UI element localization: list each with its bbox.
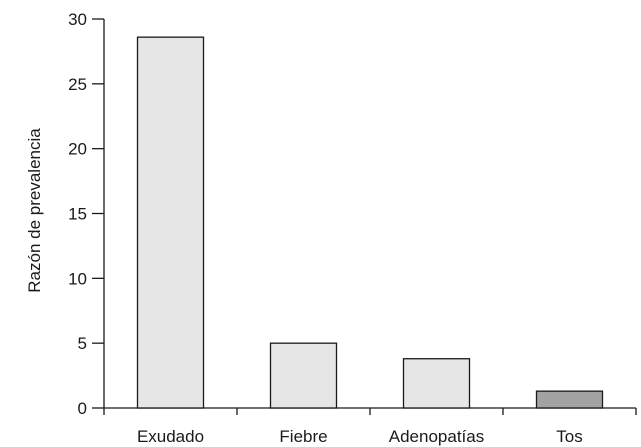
y-tick-label-4: 20: [68, 140, 87, 159]
bar-fiebre: [269, 342, 338, 409]
x-tick-label-1: Fiebre: [279, 427, 327, 446]
y-tick-label-5: 25: [68, 75, 87, 94]
y-tick-label-2: 10: [68, 269, 87, 288]
y-tick-label-0: 0: [78, 399, 87, 418]
y-tick-label-1: 5: [78, 334, 87, 353]
y-tick-label-6: 30: [68, 10, 87, 29]
bars: [136, 36, 604, 409]
x-axis: Exudado Fiebre Adenopatías Tos: [103, 407, 637, 446]
bar-adenopatías: [402, 358, 471, 409]
y-axis-title: Razón de prevalencia: [25, 128, 44, 293]
y-axis: 0 5 10 15 20 25 30: [68, 10, 105, 418]
y-tick-label-3: 15: [68, 205, 87, 224]
x-tick-label-2: Adenopatías: [389, 427, 484, 446]
x-tick-label-0: Exudado: [137, 427, 204, 446]
bar-tos: [535, 390, 604, 409]
x-tick-label-3: Tos: [556, 427, 582, 446]
bar-exudado: [136, 36, 205, 409]
